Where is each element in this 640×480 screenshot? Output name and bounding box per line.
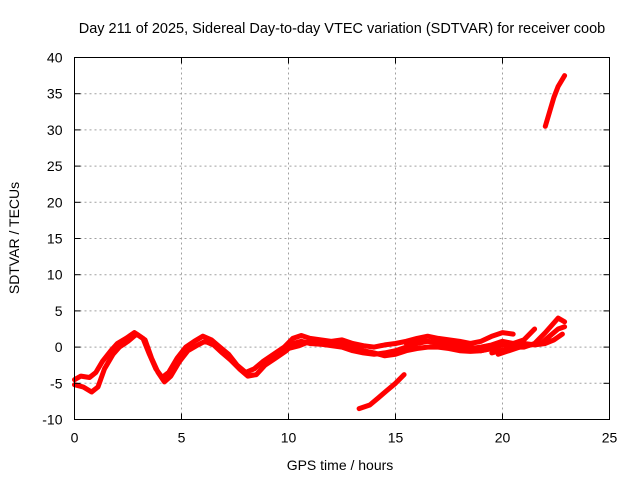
x-tick-labels: 0 5 10 15 20 25 — [71, 430, 618, 446]
x-tick-label: 0 — [71, 430, 79, 446]
x-tick-label: 25 — [602, 430, 618, 446]
series-track-f — [489, 315, 568, 356]
y-tick-label: 10 — [47, 267, 63, 283]
series-track-a — [72, 330, 516, 383]
axis-ticks — [74, 57, 610, 420]
y-tick-label: 25 — [47, 158, 63, 174]
series-layer — [72, 73, 568, 412]
x-tick-label: 15 — [388, 430, 404, 446]
x-tick-label: 20 — [495, 430, 511, 446]
series-track-d — [403, 326, 538, 354]
series-track-g — [356, 372, 407, 412]
y-tick-label: 30 — [47, 122, 63, 138]
x-tick-label: 5 — [178, 430, 186, 446]
y-tick-labels: -10 -5 0 5 10 15 20 25 30 35 40 — [42, 50, 62, 428]
x-axis-label: GPS time / hours — [287, 457, 394, 473]
y-axis-label: SDTVAR / TECUs — [6, 182, 22, 294]
y-tick-label: 40 — [47, 50, 63, 66]
series-track-h — [542, 73, 568, 129]
y-tick-label: 35 — [47, 86, 63, 102]
chart-title: Day 211 of 2025, Sidereal Day-to-day VTE… — [79, 21, 606, 37]
y-tick-label: -5 — [50, 375, 63, 391]
y-tick-label: 5 — [55, 303, 63, 319]
y-tick-label: 15 — [47, 231, 63, 247]
y-tick-label: 20 — [47, 194, 63, 210]
series-track-c — [286, 331, 565, 359]
y-tick-label: -10 — [42, 412, 62, 428]
y-tick-label: 0 — [55, 339, 63, 355]
x-tick-label: 10 — [281, 430, 297, 446]
